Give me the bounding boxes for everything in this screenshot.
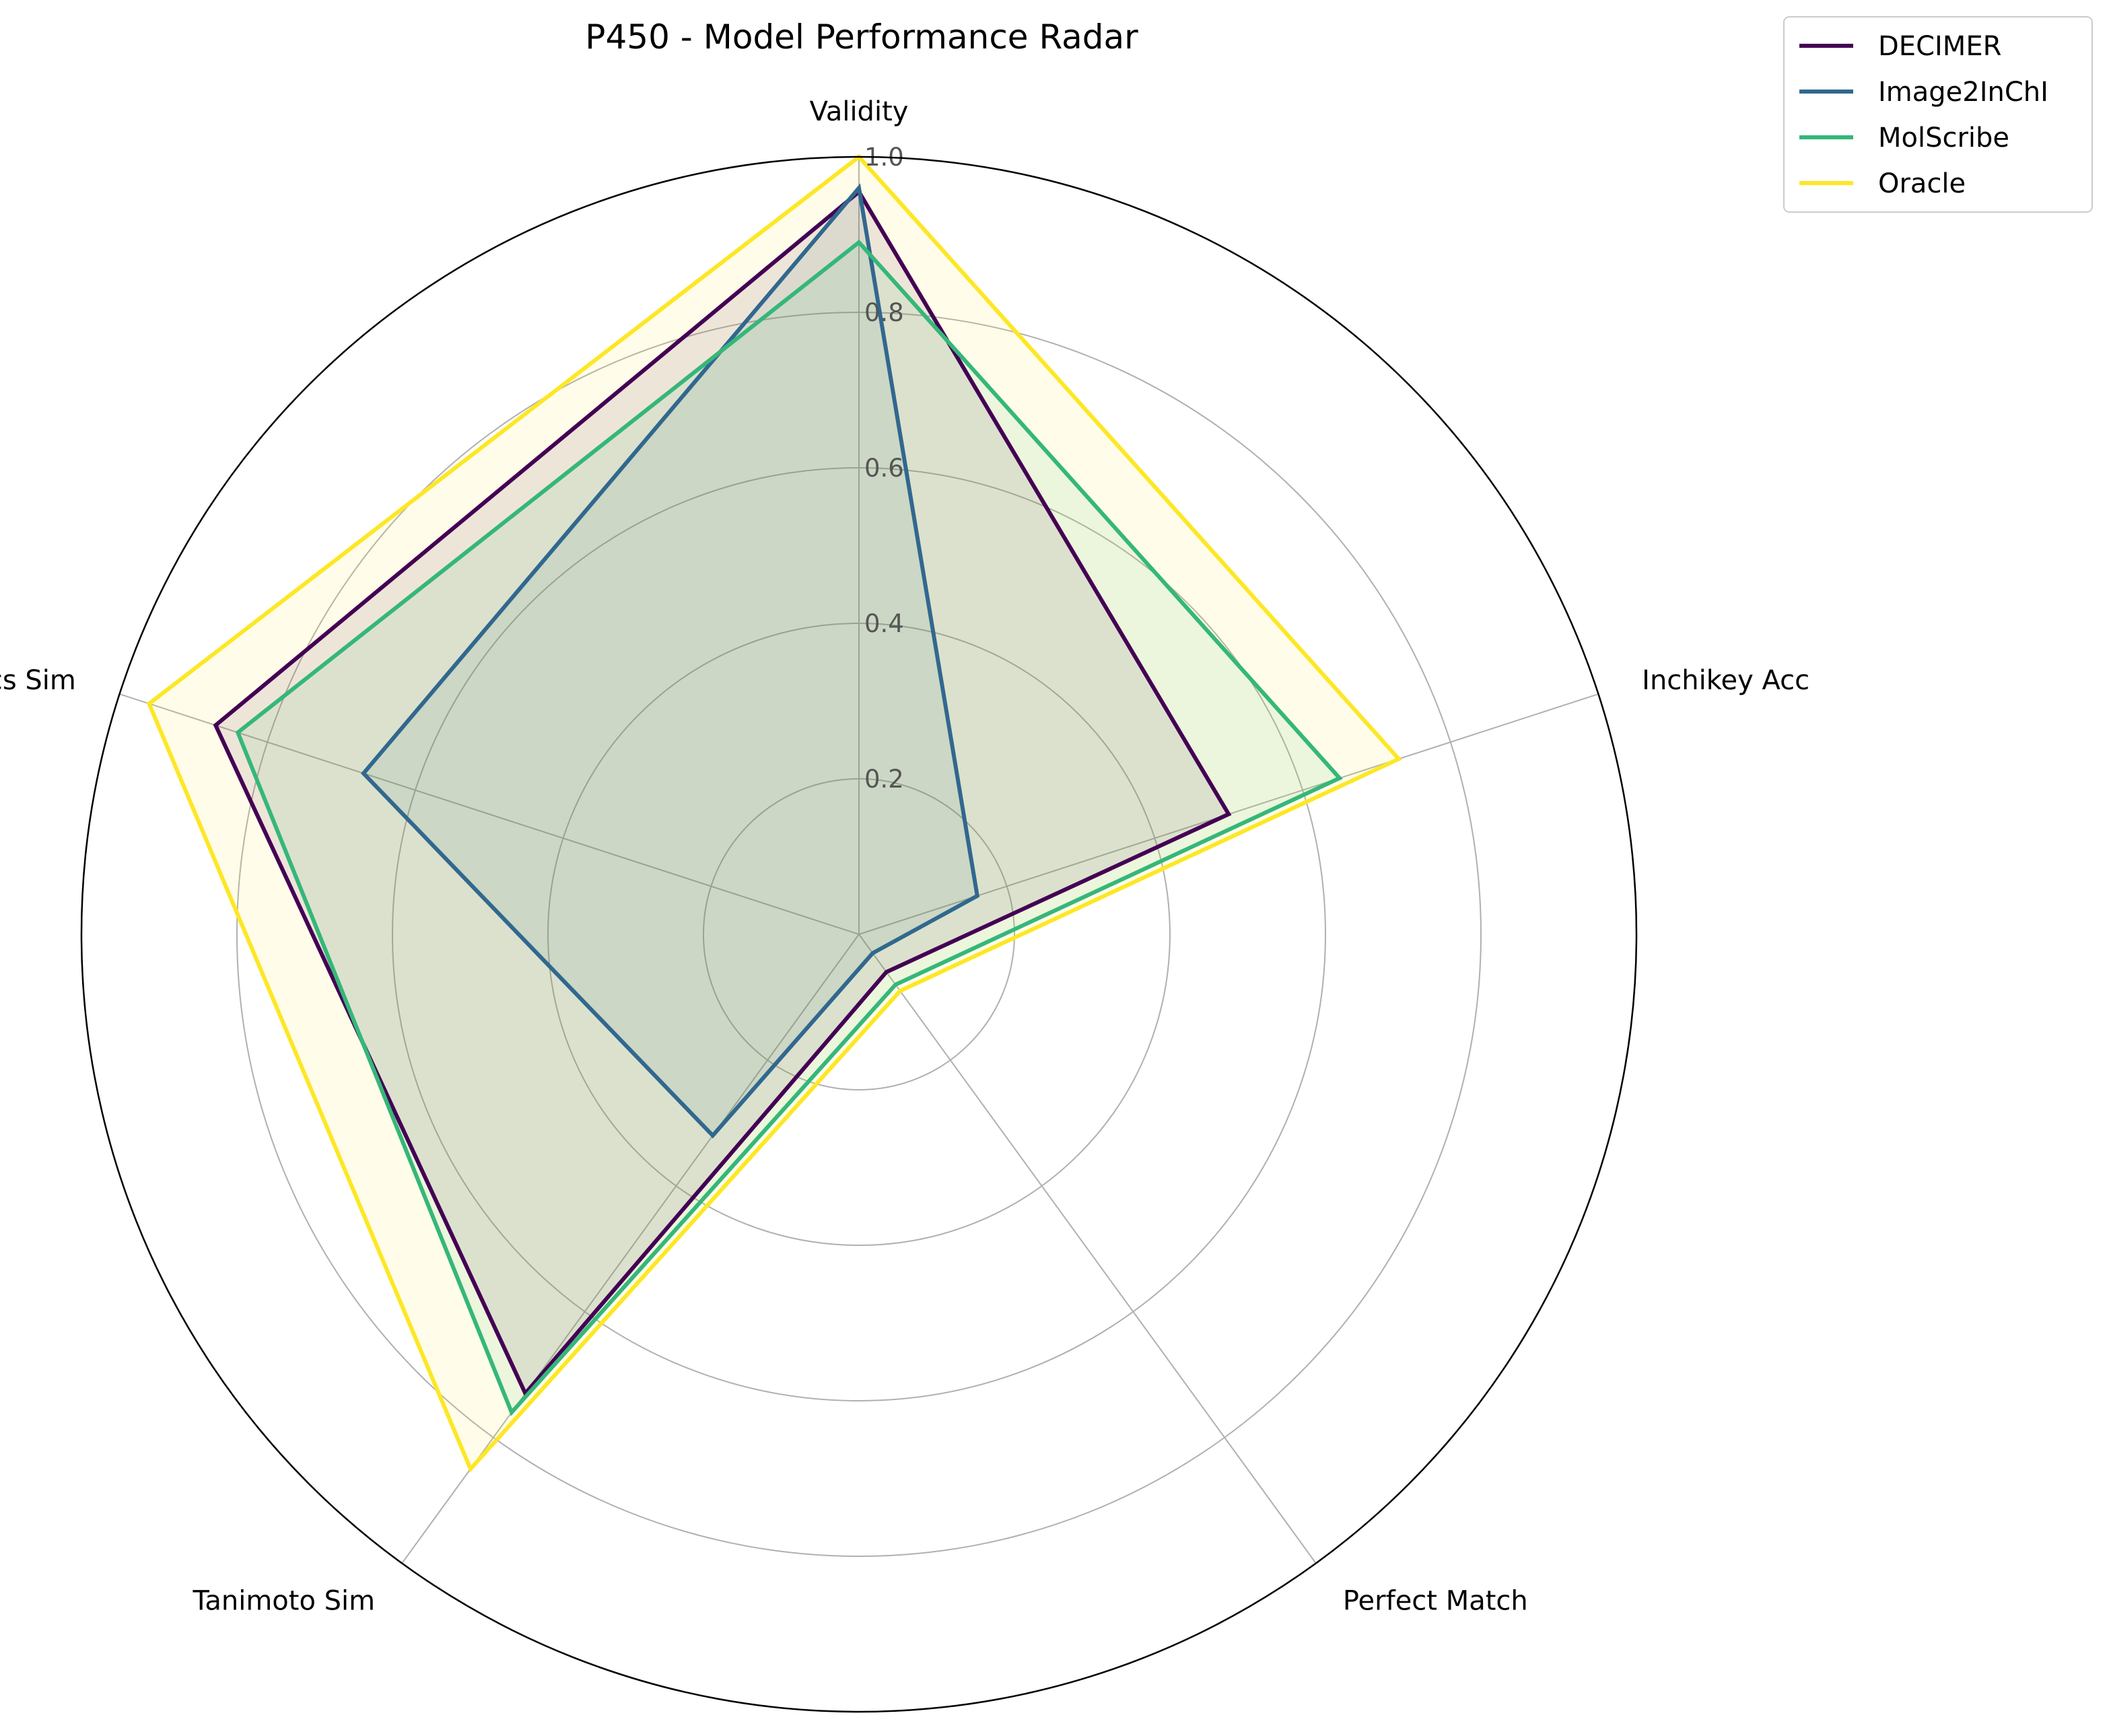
- series-fill-1: [364, 188, 977, 1136]
- legend: DECIMER Image2InChI MolScribe Oracle: [1783, 16, 2093, 213]
- radial-tick-label-0: 0.2: [864, 765, 904, 794]
- axis-label-0: Validity: [810, 96, 909, 127]
- radar-grid: [119, 157, 1599, 1564]
- radial-tick-label-3: 0.8: [864, 298, 904, 327]
- outer-frame: [80, 155, 1638, 1713]
- axis-labels: Validity Inchikey Acc Perfect Match Tanimot…: [0, 96, 1809, 1616]
- axis-label-1: Inchikey Acc: [1642, 665, 1809, 696]
- series-fill-3: [149, 157, 1399, 1469]
- radial-tick-label-2: 0.6: [864, 454, 904, 483]
- series-line-2: [235, 239, 1343, 1416]
- series-lines: [146, 153, 1402, 1473]
- axis-label-2: Perfect Match: [1343, 1585, 1528, 1616]
- series-line-1: [360, 183, 980, 1139]
- series-fill-0: [215, 192, 1229, 1394]
- radial-tick-label-1: 0.4: [864, 609, 904, 638]
- axis-label-3: Tanimoto Sim: [193, 1585, 376, 1616]
- series-line-0: [213, 188, 1232, 1397]
- legend-label-1: Image2InChI: [1878, 77, 2048, 108]
- spoke-2: [858, 934, 1317, 1564]
- legend-frame: [1783, 16, 2093, 213]
- axis-label-4: Mcs Sim: [0, 665, 76, 696]
- legend-label-0: DECIMER: [1878, 31, 2001, 62]
- chart-title: P450 - Model Performance Radar: [585, 18, 1138, 57]
- spoke-4: [119, 693, 860, 935]
- legend-label-3: Oracle: [1878, 168, 1966, 199]
- radial-tick-labels: 0.20.40.60.81.0: [864, 143, 904, 794]
- legend-label-2: MolScribe: [1878, 123, 2009, 153]
- series-line-3: [146, 153, 1402, 1473]
